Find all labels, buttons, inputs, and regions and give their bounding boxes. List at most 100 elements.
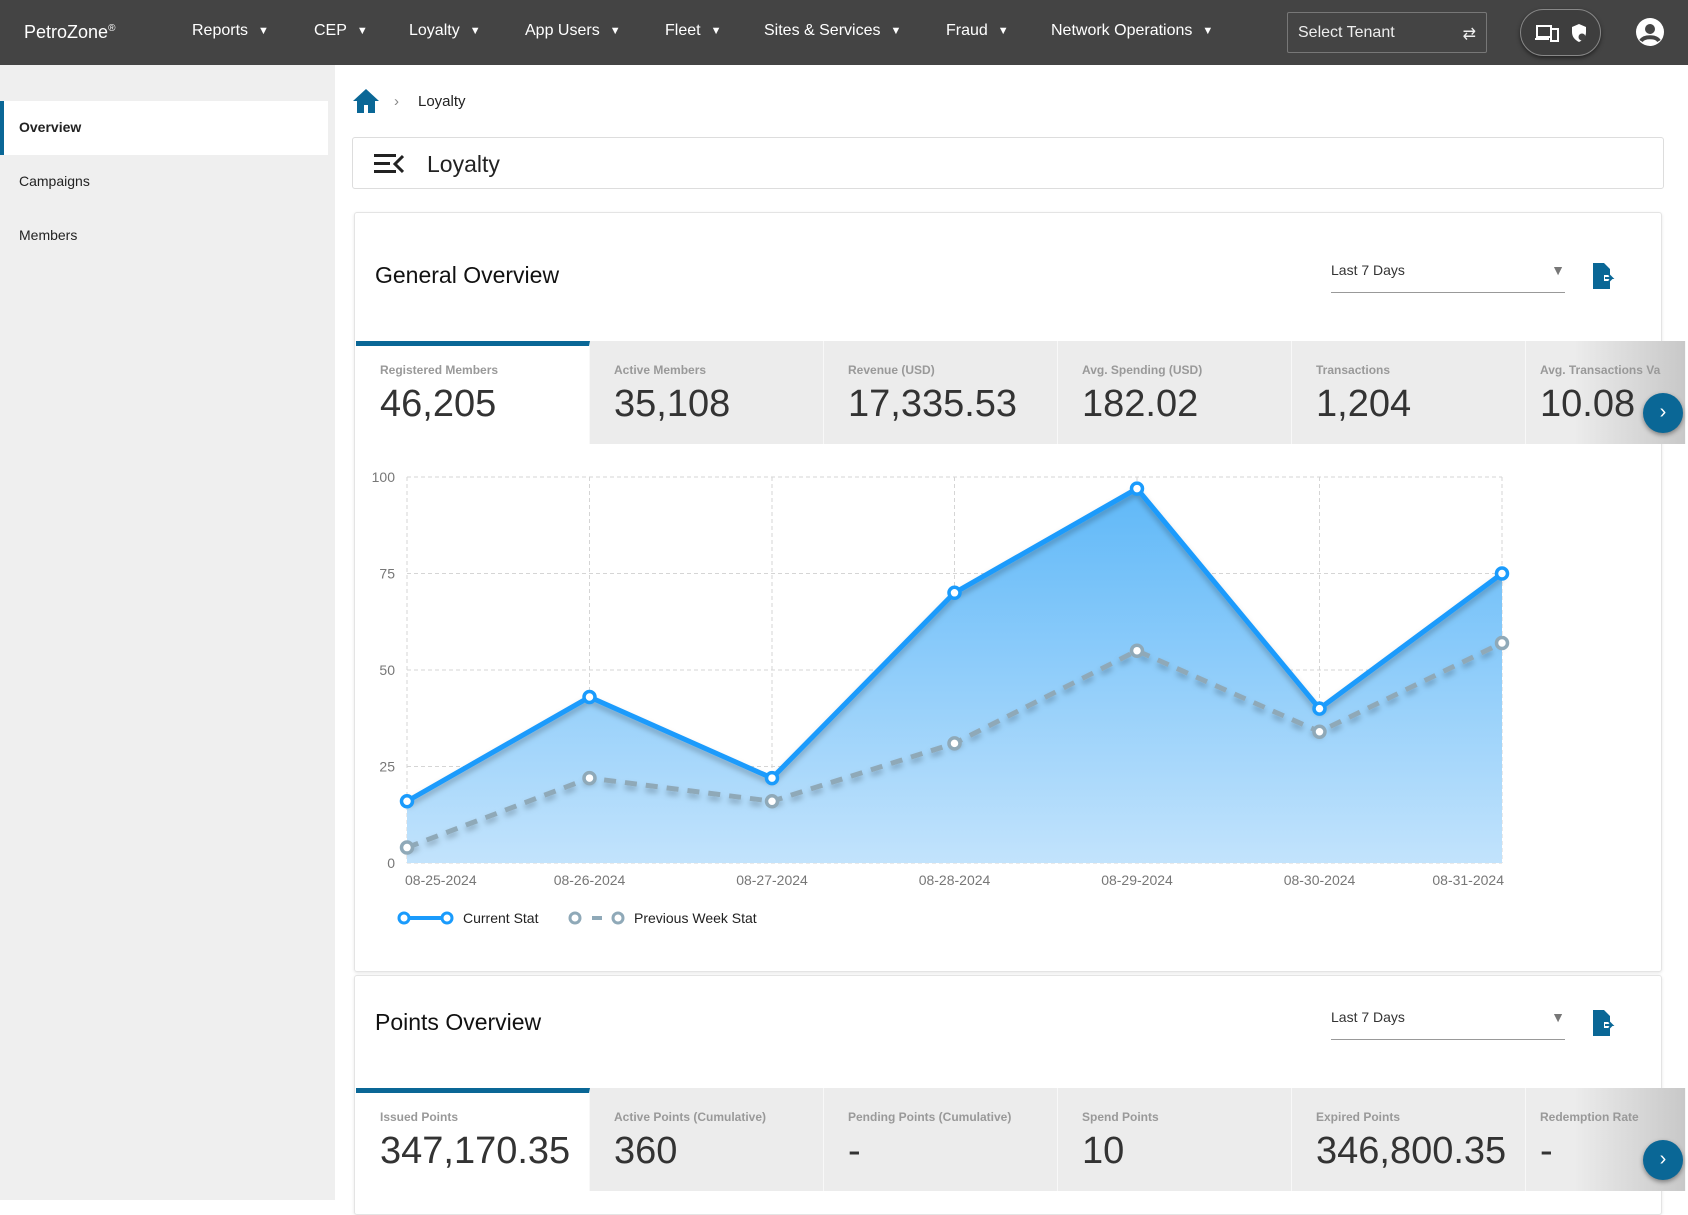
stat-issued-points[interactable]: Issued Points 347,170.35 <box>356 1088 590 1191</box>
sidebar-item-members[interactable]: Members <box>19 227 78 243</box>
tenant-select[interactable]: Select Tenant ⇄ <box>1287 12 1487 53</box>
stat-value: 1,204 <box>1316 383 1412 425</box>
stat-label: Active Points (Cumulative) <box>614 1110 767 1124</box>
legend-current-swatch <box>397 911 454 925</box>
tenant-placeholder: Select Tenant <box>1298 24 1395 41</box>
legend-label: Current Stat <box>463 910 539 926</box>
points-overview-title: Points Overview <box>375 1009 542 1035</box>
sidebar-item-campaigns[interactable]: Campaigns <box>19 173 90 189</box>
nav-network-operations[interactable]: Network Operations ▼ <box>1051 22 1213 40</box>
points-range-select[interactable]: Last 7 Days ▼ <box>1331 1009 1565 1040</box>
stat-transactions[interactable]: Transactions 1,204 <box>1292 341 1526 444</box>
caret-down-icon: ▼ <box>710 25 722 37</box>
nav-loyalty[interactable]: Loyalty ▼ <box>409 22 481 40</box>
current-stat-point <box>947 585 962 601</box>
y-tick-label: 0 <box>387 855 395 871</box>
general-overview-title: General Overview <box>375 262 560 288</box>
previous-week-point <box>1129 643 1145 658</box>
shield-icon <box>1571 23 1586 42</box>
stat-pending-points[interactable]: Pending Points (Cumulative) - <box>824 1088 1058 1191</box>
nav-sites-services[interactable]: Sites & Services ▼ <box>764 22 901 40</box>
nav-reports[interactable]: Reports ▼ <box>192 22 269 40</box>
nav-label: Fleet <box>665 22 701 39</box>
general-overview-card <box>354 212 1662 972</box>
stat-label: Issued Points <box>380 1110 459 1124</box>
legend-current-stat[interactable]: Current Stat <box>397 910 538 926</box>
stat-label: Active Members <box>614 363 707 377</box>
nav-label: Loyalty <box>409 22 460 39</box>
x-tick-label: 08-25-2024 <box>405 872 477 888</box>
y-tick-label: 75 <box>379 566 395 582</box>
legend-previous-swatch <box>568 911 625 925</box>
nav-label: Reports <box>192 22 249 39</box>
nav-label: Fraud <box>946 22 988 39</box>
caret-down-icon: ▼ <box>890 25 902 37</box>
caret-down-icon: ▼ <box>258 25 269 37</box>
stat-label: Registered Members <box>380 363 499 377</box>
nav-cep[interactable]: CEP ▼ <box>314 22 368 40</box>
stat-label: Pending Points (Cumulative) <box>848 1110 1012 1124</box>
device-security-toggle[interactable] <box>1520 9 1601 56</box>
current-stat-point <box>399 793 415 809</box>
current-stat-area <box>407 488 1502 863</box>
next-stats-button[interactable]: › <box>1643 1140 1683 1180</box>
user-avatar-icon[interactable] <box>1636 18 1664 46</box>
general-range-select[interactable]: Last 7 Days ▼ <box>1331 262 1565 293</box>
x-tick-label: 08-26-2024 <box>554 872 626 888</box>
stat-registered-members[interactable]: Registered Members 46,205 <box>356 341 590 444</box>
brand-logo[interactable]: PetroZone® <box>24 22 115 43</box>
export-icon[interactable] <box>1591 1010 1615 1036</box>
stat-expired-points[interactable]: Expired Points 346,800.35 <box>1292 1088 1526 1191</box>
stat-label: Avg. Transactions Va <box>1540 363 1661 377</box>
breadcrumb-chevron-icon: › <box>394 93 399 110</box>
stat-active-points[interactable]: Active Points (Cumulative) 360 <box>590 1088 824 1191</box>
export-icon[interactable] <box>1591 263 1615 289</box>
swap-icon: ⇄ <box>1462 26 1476 43</box>
brand-mark: ® <box>108 23 116 34</box>
caret-down-icon: ▼ <box>469 25 481 37</box>
previous-week-point <box>1494 635 1510 651</box>
stat-value: - <box>1540 1130 1553 1172</box>
x-tick-label: 08-27-2024 <box>736 872 808 888</box>
stat-label: Expired Points <box>1316 1110 1401 1124</box>
current-stat-point <box>1312 701 1327 716</box>
caret-down-icon: ▼ <box>1551 1009 1565 1025</box>
stat-redemption-rate[interactable]: Redemption Rate - <box>1526 1088 1686 1191</box>
devices-icon <box>1534 24 1559 42</box>
x-tick-label: 08-30-2024 <box>1284 872 1356 888</box>
stat-label: Avg. Spending (USD) <box>1082 363 1203 377</box>
legend-previous-week-stat[interactable]: Previous Week Stat <box>568 910 757 926</box>
stat-value: 360 <box>614 1130 678 1172</box>
brand-name: PetroZone <box>24 22 109 42</box>
stat-active-members[interactable]: Active Members 35,108 <box>590 341 824 444</box>
stat-avg-spending[interactable]: Avg. Spending (USD) 182.02 <box>1058 341 1292 444</box>
page-header: Loyalty <box>352 137 1664 189</box>
general-overview-chart: 0 25 50 75 100 08-25-2024 08-26-2024 08-27-2024… <box>372 469 1510 888</box>
next-stats-button[interactable]: › <box>1643 393 1683 433</box>
sidebar-item-overview[interactable]: Overview <box>0 101 328 155</box>
nav-app-users[interactable]: App Users ▼ <box>525 22 621 40</box>
nav-fraud[interactable]: Fraud ▼ <box>946 22 1009 40</box>
stat-spend-points[interactable]: Spend Points 10 <box>1058 1088 1292 1191</box>
y-tick-label: 25 <box>379 759 395 775</box>
legend-label: Previous Week Stat <box>634 910 757 926</box>
previous-week-point <box>399 840 415 855</box>
range-value: Last 7 Days <box>1331 1009 1405 1025</box>
stat-label: Transactions <box>1316 363 1391 377</box>
page-title: Loyalty <box>427 151 500 177</box>
stat-value: 35,108 <box>614 383 731 425</box>
x-tick-label: 08-31-2024 <box>1432 872 1504 888</box>
stat-value: 347,170.35 <box>380 1130 571 1172</box>
home-icon[interactable] <box>352 88 380 114</box>
nav-fleet[interactable]: Fleet ▼ <box>665 22 721 40</box>
stat-revenue[interactable]: Revenue (USD) 17,335.53 <box>824 341 1058 444</box>
x-tick-label: 08-28-2024 <box>919 872 991 888</box>
current-stat-point <box>1129 481 1145 496</box>
stat-value: 10.08 <box>1540 383 1636 425</box>
current-stat-point <box>582 689 597 705</box>
sidebar: Overview Campaigns Members <box>0 65 335 1200</box>
menu-collapse-icon[interactable] <box>374 153 404 175</box>
previous-week-point <box>582 770 597 786</box>
breadcrumb-current: Loyalty <box>418 93 466 110</box>
y-tick-label: 100 <box>372 469 396 485</box>
